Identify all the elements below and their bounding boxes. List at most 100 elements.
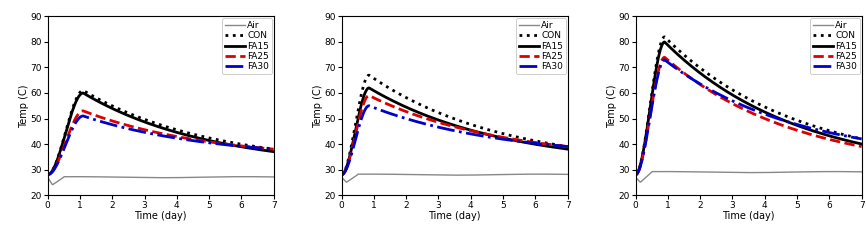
FA25 (78, 110, 88, 112)
FA15 (501, 137, 512, 140)
FA25 (185, 137, 196, 140)
FA30 (185, 139, 196, 142)
FA30 (773, 118, 784, 120)
CON (794, 120, 805, 122)
Air (341, 181, 352, 184)
FA30 (630, 173, 641, 176)
CON (856, 137, 866, 140)
FA25 (795, 130, 805, 133)
FA25 (132, 127, 143, 129)
CON (336, 173, 346, 176)
FA30 (657, 60, 668, 63)
FA30 (795, 124, 805, 127)
FA15 (705, 79, 715, 82)
Line: FA25: FA25 (341, 96, 568, 175)
CON (659, 35, 669, 38)
CON (501, 133, 512, 136)
FA25 (117, 122, 127, 125)
Line: CON: CON (48, 90, 274, 175)
FA25 (268, 148, 279, 151)
FA15 (268, 150, 279, 153)
FA30 (268, 148, 279, 151)
Air (186, 176, 197, 179)
CON (705, 74, 715, 77)
FA15 (206, 140, 216, 142)
FA25 (721, 98, 731, 101)
Air (630, 176, 641, 179)
Air (796, 171, 806, 173)
Air (365, 173, 375, 176)
FA30 (365, 105, 375, 107)
Air (721, 171, 732, 174)
FA15 (721, 89, 731, 92)
Legend: Air, CON, FA15, FA25, FA30: Air, CON, FA15, FA25, FA30 (222, 18, 272, 74)
Air (42, 176, 53, 179)
Line: FA25: FA25 (636, 57, 862, 175)
Air (705, 171, 715, 174)
FA15 (426, 116, 436, 119)
Legend: Air, CON, FA15, FA25, FA30: Air, CON, FA15, FA25, FA30 (810, 18, 860, 74)
Air (133, 176, 144, 179)
FA30 (207, 142, 217, 145)
CON (410, 101, 421, 104)
FA15 (69, 103, 80, 106)
CON (501, 133, 511, 136)
Air (207, 176, 217, 178)
Line: FA30: FA30 (48, 116, 274, 175)
FA15 (563, 148, 573, 151)
FA15 (479, 132, 489, 135)
FA30 (563, 145, 573, 148)
FA15 (659, 41, 669, 43)
FA15 (630, 173, 641, 176)
Air (427, 174, 437, 176)
CON (630, 173, 641, 176)
FA15 (42, 173, 53, 176)
FA15 (207, 140, 217, 143)
Air (70, 175, 81, 178)
FA15 (365, 87, 375, 90)
FA30 (364, 104, 374, 107)
FA30 (705, 88, 715, 91)
FA15 (185, 135, 196, 137)
CON (365, 74, 375, 77)
CON (773, 112, 784, 114)
FA25 (630, 173, 641, 176)
FA25 (42, 173, 53, 176)
FA25 (794, 129, 805, 132)
CON (42, 173, 53, 176)
FA15 (501, 137, 511, 140)
Y-axis label: Temp (C): Temp (C) (607, 84, 617, 128)
Air (795, 171, 805, 173)
FA30 (659, 59, 669, 61)
FA15 (410, 110, 421, 113)
CON (657, 37, 668, 40)
FA25 (207, 141, 217, 144)
FA15 (78, 92, 88, 94)
FA25 (410, 114, 421, 117)
Air (636, 181, 646, 184)
FA15 (856, 143, 866, 145)
Air (773, 171, 784, 174)
CON (132, 115, 143, 118)
X-axis label: Time (day): Time (day) (722, 211, 775, 221)
FA15 (364, 86, 374, 89)
Air (336, 176, 346, 179)
CON (185, 132, 196, 135)
FA15 (657, 42, 668, 45)
Air (48, 183, 58, 186)
FA15 (794, 125, 805, 128)
FA15 (795, 125, 805, 128)
FA30 (501, 138, 511, 141)
CON (268, 148, 279, 151)
Air (502, 173, 513, 176)
FA30 (69, 123, 80, 125)
Line: CON: CON (636, 37, 862, 175)
Air (268, 176, 279, 178)
FA25 (773, 122, 784, 125)
FA25 (657, 57, 668, 60)
CON (364, 74, 374, 77)
Line: CON: CON (341, 75, 568, 175)
FA25 (501, 137, 512, 139)
CON (69, 101, 80, 104)
Air (71, 175, 81, 178)
